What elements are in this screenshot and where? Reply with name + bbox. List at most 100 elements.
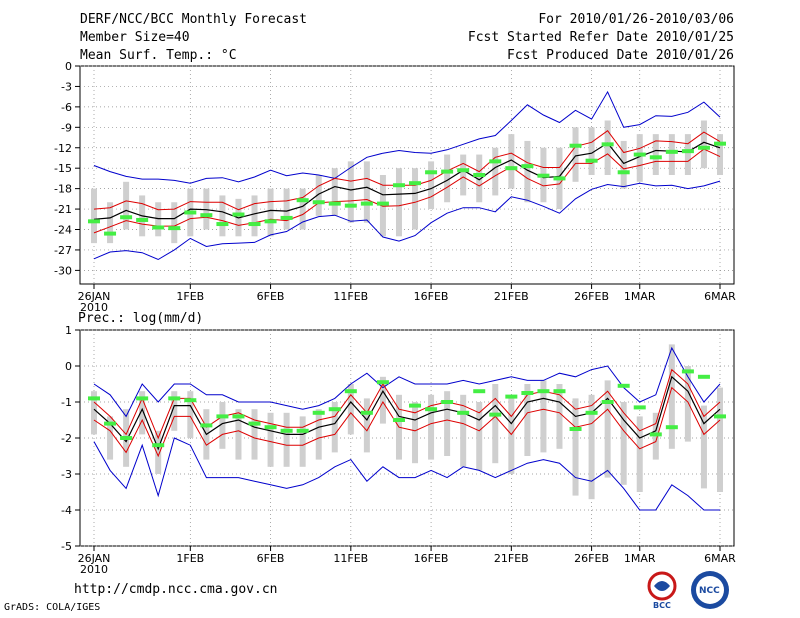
forecast-period: For 2010/01/26-2010/03/06 [538, 12, 734, 27]
temp-xtick-label-4: 16FEB [414, 290, 449, 303]
temp-ensemble-box [283, 188, 290, 230]
prec-ytick-label-6: -5 [61, 540, 72, 553]
prec-observed-marker [585, 410, 598, 415]
temp-observed-marker [649, 155, 662, 160]
temp-ensemble-box [717, 134, 723, 175]
temp-xtick-label-3: 11FEB [333, 290, 368, 303]
prec-observed-marker [457, 410, 470, 415]
prec-observed-marker [216, 414, 229, 419]
temp-ytick-label-1: -3 [61, 80, 72, 93]
prec-observed-marker [473, 389, 486, 394]
temp-ensemble-box [572, 127, 579, 182]
temp-observed-marker [569, 143, 582, 148]
prec-ensemble-box [700, 405, 707, 489]
chart-title: DERF/NCC/BCC Monthly Forecast [80, 12, 307, 27]
prec-observed-marker [521, 391, 534, 395]
prec-ytick-label-0: 1 [65, 324, 72, 337]
temp-lower-quartile-line [93, 148, 721, 234]
prec-ensemble-box [363, 398, 370, 453]
member-size: Member Size=40 [80, 30, 190, 45]
prec-observed-marker [152, 443, 165, 448]
temp-ytick-label-4: -12 [54, 142, 72, 155]
temp-ensemble-box [588, 127, 595, 175]
temp-observed-marker [505, 166, 518, 171]
temp-ensemble-box [267, 188, 274, 237]
prec-ensemble-box [588, 394, 595, 500]
temp-ensemble-box [492, 147, 499, 196]
prec-observed-marker [200, 423, 213, 428]
prec-xtick-label-4: 16FEB [414, 552, 449, 565]
temp-ensemble-box [652, 134, 659, 175]
prec-ensemble-box [107, 416, 114, 460]
temp-observed-marker [360, 201, 373, 206]
prec-ensemble-box [620, 402, 627, 485]
temp-ensemble-box [363, 161, 370, 223]
prec-observed-marker [697, 374, 710, 379]
prec-observed-marker [489, 412, 502, 417]
temp-observed-marker [344, 203, 357, 208]
temp-max-line [93, 90, 721, 184]
prec-ensemble-box [524, 384, 531, 456]
temp-ensemble-box [251, 195, 258, 237]
temp-observed-marker [216, 222, 229, 227]
prec-observed-marker [88, 396, 100, 401]
website-url[interactable]: http://cmdp.ncc.cma.gov.cn [74, 582, 278, 597]
prec-ytick-label-2: -1 [61, 396, 72, 409]
prec-observed-marker [104, 421, 117, 426]
prec-observed-marker [360, 410, 373, 415]
temp-observed-marker [473, 173, 486, 177]
temp-year-label: 2010 [80, 301, 108, 314]
temp-plot-frame [79, 65, 735, 285]
prec-ensemble-box [412, 402, 419, 464]
temp-ytick-label-6: -18 [54, 183, 72, 196]
temp-observed-marker [425, 170, 438, 175]
temp-observed-marker [585, 158, 598, 163]
prec-observed-marker [264, 425, 277, 430]
prec-ensemble-box [187, 391, 194, 438]
temp-ensemble-box [91, 188, 97, 244]
prec-observed-marker [425, 407, 438, 412]
temp-observed-marker [714, 141, 726, 146]
temp-observed-marker [553, 176, 566, 181]
prec-observed-marker [376, 380, 389, 385]
temp-mean-line [93, 141, 721, 220]
temp-observed-marker [601, 142, 614, 147]
temp-observed-marker [184, 210, 197, 215]
temp-observed-marker [681, 149, 694, 154]
prec-ensemble-box [139, 391, 146, 435]
prec-ensemble-box [556, 384, 563, 449]
temp-ensemble-box [636, 134, 643, 182]
temp-ensemble-box [299, 188, 306, 230]
prec-observed-marker [505, 394, 518, 399]
bcc-logo: BCC [647, 571, 677, 610]
temp-ensemble-box [700, 120, 707, 169]
prec-upper-quartile-line [93, 368, 721, 440]
prec-ensemble-box [460, 394, 467, 467]
grads-credit: GrADS: COLA/IGES [4, 602, 101, 613]
prec-ensemble-box [91, 391, 97, 435]
prec-observed-marker [280, 428, 293, 433]
prec-observed-marker [344, 389, 357, 394]
temp-ensemble-box [395, 168, 402, 237]
temp-ytick-label-10: -30 [54, 264, 72, 277]
prec-ensemble-box [331, 402, 338, 453]
ncc-logo-text: NCC [699, 586, 720, 596]
temp-observed-marker [537, 173, 550, 178]
prec-observed-marker [601, 400, 614, 404]
temp-observed-marker [232, 212, 245, 217]
prec-xtick-label-7: 1MAR [624, 552, 656, 565]
prec-ensemble-box [508, 398, 515, 474]
prec-ensemble-box [155, 430, 162, 474]
prec-ensemble-box [604, 380, 611, 478]
temp-observed-marker [104, 231, 117, 236]
temp-observed-marker [617, 170, 630, 175]
prec-ensemble-box [636, 416, 643, 492]
temp-ensemble-box [668, 134, 675, 175]
temp-min-line [93, 180, 721, 261]
temp-ensemble-box [219, 195, 226, 237]
prec-observed-marker [714, 414, 726, 419]
temp-xtick-label-7: 1MAR [624, 290, 656, 303]
temp-ytick-label-3: -9 [61, 121, 72, 134]
temp-ytick-label-8: -24 [54, 224, 72, 237]
prec-ensemble-box [540, 380, 547, 453]
